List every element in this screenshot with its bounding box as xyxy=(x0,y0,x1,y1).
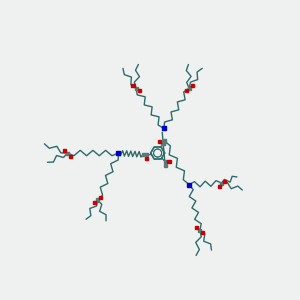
Bar xyxy=(218,185,221,188)
Bar xyxy=(162,127,166,130)
Bar xyxy=(99,196,102,199)
Bar xyxy=(167,160,170,163)
Bar xyxy=(93,201,96,204)
Bar xyxy=(195,226,198,229)
Bar xyxy=(142,153,145,156)
Bar xyxy=(145,153,148,156)
Bar xyxy=(69,154,72,158)
Bar xyxy=(63,149,66,152)
Bar xyxy=(96,199,99,202)
Bar xyxy=(163,140,166,142)
Bar xyxy=(220,182,223,184)
Bar xyxy=(134,87,138,90)
Bar xyxy=(188,87,191,90)
Bar xyxy=(131,84,134,87)
Bar xyxy=(138,89,141,92)
Bar xyxy=(66,152,69,154)
Bar xyxy=(164,160,167,163)
Bar xyxy=(187,183,191,187)
Bar xyxy=(158,140,161,143)
Bar xyxy=(145,157,148,160)
Bar xyxy=(201,231,204,234)
Bar xyxy=(164,164,167,167)
Bar xyxy=(198,229,202,232)
Bar xyxy=(184,89,188,92)
Bar xyxy=(223,180,226,183)
Bar xyxy=(161,142,164,145)
Bar xyxy=(116,151,120,155)
Bar xyxy=(191,84,194,87)
